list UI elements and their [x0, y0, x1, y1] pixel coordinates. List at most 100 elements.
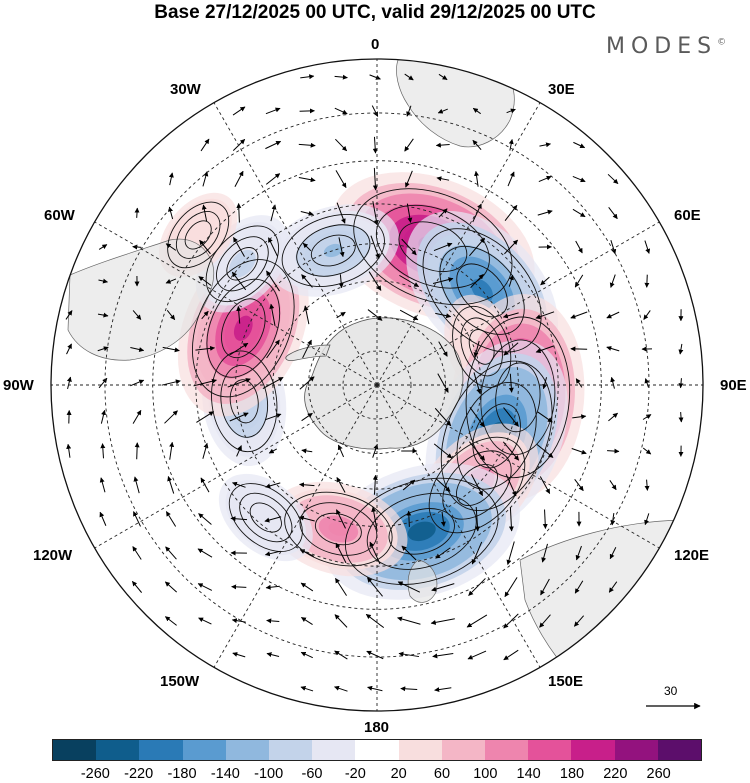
wind-vector-arrow [300, 211, 314, 216]
wind-vector-arrow [66, 343, 72, 355]
wind-vector-arrow [610, 512, 616, 526]
wind-vector-arrow [164, 581, 178, 593]
contour-line [175, 211, 221, 259]
wind-vector-arrow [372, 474, 378, 495]
colorbar-segment [528, 740, 572, 760]
wind-vector-arrow [606, 311, 620, 319]
wind-vector-arrow [435, 312, 452, 319]
contour-line [216, 236, 269, 292]
wind-vector-arrow [573, 615, 585, 627]
wind-vector-arrow [298, 142, 316, 148]
wind-vector-arrow [540, 578, 550, 596]
colorbar-tick-label: 140 [516, 766, 541, 782]
contour-line [456, 464, 498, 506]
wind-vector-arrow [299, 482, 315, 488]
wind-vector-arrow [540, 276, 550, 286]
contour-line [314, 512, 362, 546]
meridian-line [213, 102, 378, 386]
wind-vector-arrow [232, 652, 246, 658]
colorbar-segment [53, 740, 97, 760]
wind-vector-arrow [265, 173, 281, 185]
wind-vector-arrow [539, 614, 551, 628]
wind-vector-arrow [537, 209, 553, 216]
wind-vector-arrow [372, 136, 378, 154]
wind-vector-arrow [469, 237, 485, 257]
contour-line [184, 220, 212, 250]
wind-vector-arrow [507, 171, 515, 187]
colorbar-tick-label: -20 [344, 766, 366, 782]
wind-vector-arrow [164, 616, 177, 626]
colorbar-segment [269, 740, 313, 760]
wind-vector-arrow [301, 448, 313, 454]
wind-vector-arrow [66, 443, 72, 458]
wind-vector-arrow [571, 448, 587, 455]
contour-line [167, 201, 230, 269]
colorbar-tick-label: 180 [559, 766, 585, 782]
wind-vector-arrow [236, 305, 242, 324]
map-field-layer [51, 59, 703, 711]
colorbar-segment [614, 740, 658, 760]
wind-vector-arrow [133, 476, 140, 494]
meridian-line [213, 384, 378, 668]
wind-vector-arrow [302, 242, 312, 252]
wind-vector-arrow [472, 139, 482, 151]
wind-vector-arrow [438, 73, 448, 81]
reference-vector-label: 30 [664, 684, 678, 698]
lon-label-30e: 30E [548, 81, 575, 98]
wind-vector-arrow [201, 310, 209, 320]
wind-vector-arrow [269, 303, 276, 326]
wind-vector-arrow [367, 685, 383, 692]
meridian-line [376, 221, 660, 386]
wind-vector-arrow [334, 685, 348, 692]
contour-line [440, 360, 553, 511]
colorbar-tick-label: 260 [646, 766, 671, 782]
wind-vector-arrow [406, 510, 412, 527]
anomaly-level [233, 315, 253, 341]
anomaly-level [407, 521, 436, 542]
wind-vector-arrow [398, 651, 420, 658]
wind-vector-arrow [539, 142, 552, 148]
contour-line [452, 305, 512, 388]
wind-vector-arrow [336, 202, 346, 224]
wind-vector-arrow [503, 613, 519, 629]
wind-vector-arrow [201, 204, 208, 222]
anomaly-neg-145w [218, 473, 313, 562]
wind-vector-arrow [678, 412, 684, 423]
colorbar-segment [571, 740, 615, 760]
wind-vector-arrow [470, 474, 484, 497]
wind-vector-arrow [466, 614, 488, 628]
wind-vector-arrow [437, 108, 448, 114]
wind-vector-arrow [301, 274, 313, 288]
colorbar-tick-label: -220 [124, 766, 154, 782]
wind-vector-arrow [199, 239, 211, 255]
wind-vector-arrow [369, 74, 381, 80]
wind-vector-arrow [230, 516, 248, 522]
wind-vector-arrow [440, 511, 446, 527]
wind-vector-arrow [202, 171, 209, 187]
wind-vector-arrow [572, 414, 587, 420]
wind-vector-arrow [132, 244, 142, 250]
wind-vector-arrow [537, 411, 553, 423]
wind-vector-arrow [436, 176, 450, 182]
lon-label-120e: 120E [674, 547, 710, 564]
contour-line [229, 379, 259, 424]
wind-vector-arrow [232, 106, 246, 116]
colorbar-tick-label: -180 [167, 766, 197, 782]
wind-vector-arrow [505, 473, 517, 497]
wind-vector-arrow [133, 511, 141, 527]
wind-vector-arrow [542, 509, 548, 529]
wind-vectors [65, 73, 684, 693]
wind-vector-arrow [65, 310, 73, 320]
wind-vector-arrow [433, 443, 453, 459]
wind-vector-arrow [264, 413, 282, 421]
wind-vector-arrow [169, 441, 175, 460]
wind-vector-arrow [236, 445, 242, 457]
wind-vector-arrow [193, 378, 217, 387]
wind-vector-arrow [508, 138, 514, 151]
wind-vector-arrow [132, 546, 142, 560]
meridian-line [376, 102, 541, 386]
wind-vector-arrow [431, 583, 455, 592]
wind-vector-arrow [504, 204, 518, 221]
wind-vector-arrow [473, 372, 482, 395]
colorbar-tick-label: 220 [603, 766, 628, 782]
